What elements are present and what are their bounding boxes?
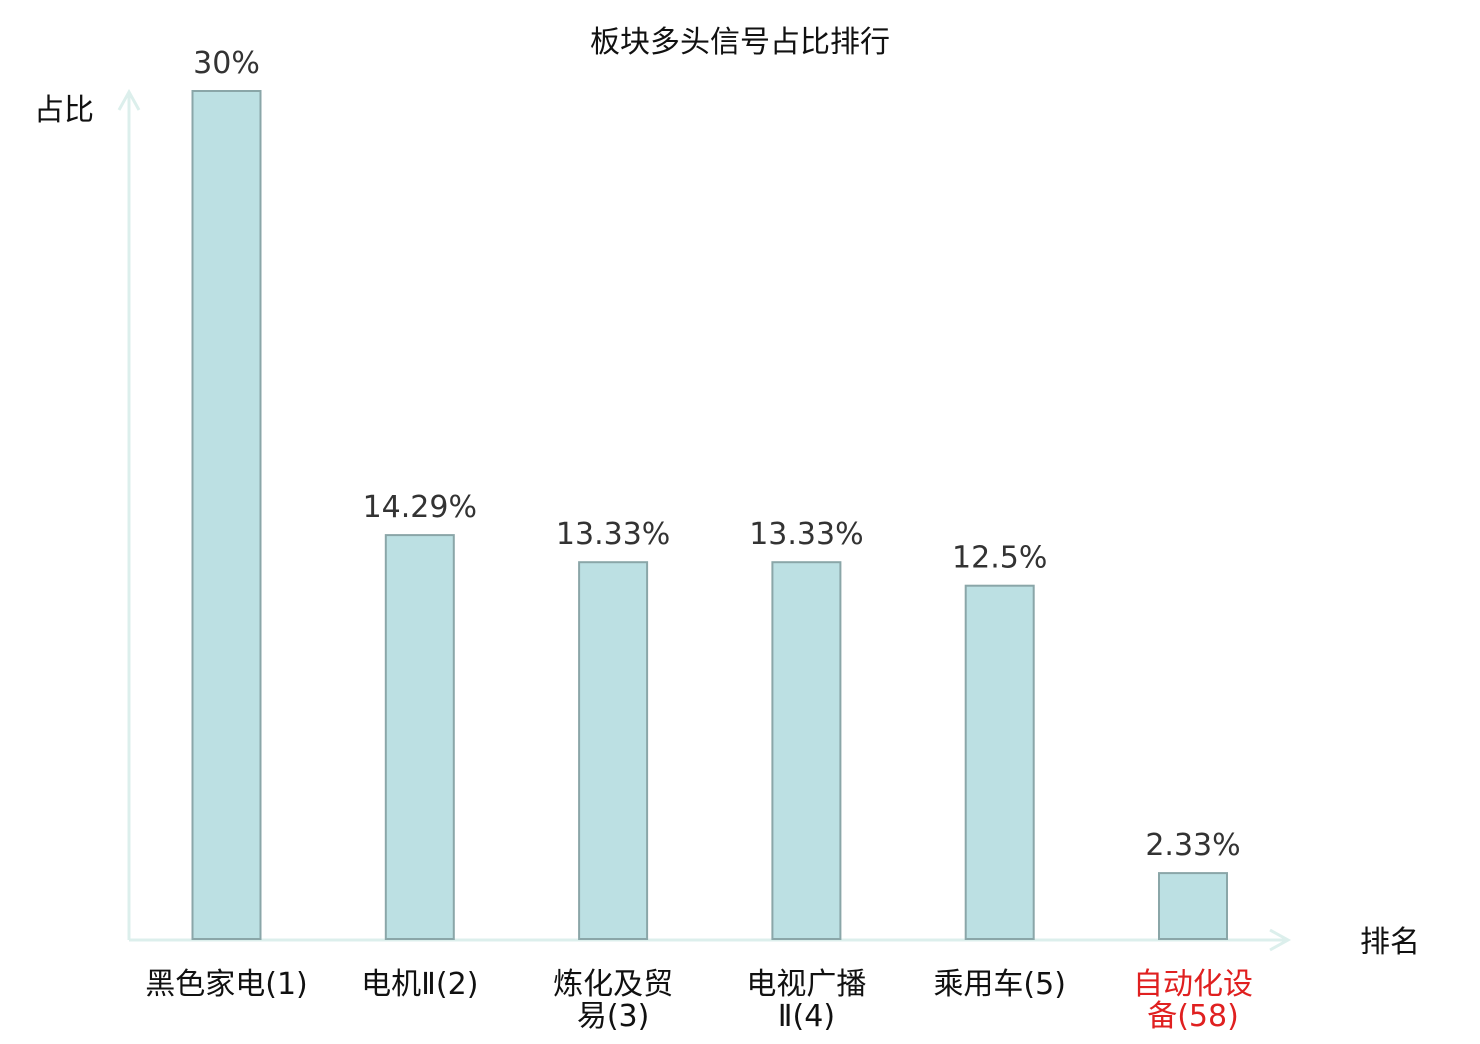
x-axis [129, 928, 1292, 952]
bar [578, 561, 649, 940]
category-label: 易(3) [577, 999, 650, 1034]
bar [771, 561, 842, 940]
value-label: 13.33% [556, 517, 670, 552]
x-axis-label: 排名 [1360, 925, 1420, 960]
bar [191, 90, 262, 940]
value-label: 2.33% [1145, 828, 1240, 863]
chart-title: 板块多头信号占比排行 [590, 25, 890, 60]
category-label: 自动化设 [1133, 967, 1253, 1002]
bar [384, 534, 455, 940]
value-label: 14.29% [363, 490, 477, 525]
category-label: 电视广播 [746, 967, 866, 1002]
category-label: 电机Ⅱ(2) [361, 967, 478, 1002]
y-axis-arrow [117, 88, 141, 111]
category-label: 备(58) [1147, 999, 1239, 1034]
value-label: 12.5% [952, 541, 1047, 576]
value-label: 30% [193, 46, 260, 81]
bar [964, 584, 1035, 940]
category-label: 炼化及贸 [553, 967, 673, 1002]
y-axis [117, 88, 141, 940]
bar [1158, 872, 1228, 940]
value-label: 13.33% [749, 517, 863, 552]
x-axis-arrow [1269, 928, 1292, 952]
y-axis-label: 占比 [34, 93, 94, 128]
category-label: 乘用车(5) [933, 967, 1066, 1002]
category-label: Ⅱ(4) [778, 999, 835, 1034]
category-label: 黑色家电(1) [145, 967, 308, 1002]
